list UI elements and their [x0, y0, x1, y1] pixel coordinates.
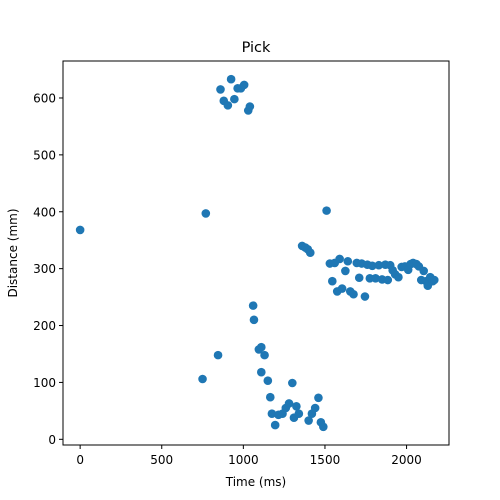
y-tick-label: 400 — [33, 205, 56, 219]
data-point — [248, 301, 258, 310]
y-tick-label: 500 — [33, 148, 56, 162]
data-point — [213, 350, 223, 360]
ticks-layer: 0 500 1000 1500 2000 0 100 200 300 400 500 600 — [33, 91, 422, 467]
data-point — [349, 289, 358, 299]
data-point — [310, 403, 320, 413]
data-point — [265, 392, 275, 402]
data-point — [216, 85, 225, 94]
y-axis-label: Distance (mm) — [6, 208, 20, 297]
data-point — [374, 260, 384, 270]
x-axis-label: Time (ms) — [225, 475, 287, 489]
data-point — [337, 284, 347, 293]
x-tick-label: 2000 — [391, 453, 422, 467]
data-point — [354, 273, 364, 283]
x-tick-label: 1000 — [228, 453, 259, 467]
data-point — [371, 274, 380, 283]
data-point — [288, 378, 297, 388]
data-point — [360, 292, 370, 301]
data-point — [335, 254, 344, 264]
data-point — [367, 261, 377, 271]
data-point — [257, 342, 266, 352]
data-point — [201, 209, 211, 218]
data-point — [383, 275, 393, 285]
data-point — [294, 409, 304, 419]
data-point — [430, 275, 439, 285]
y-tick-label: 200 — [33, 319, 56, 333]
data-point — [319, 422, 328, 432]
plot-frame — [62, 60, 450, 446]
data-point — [75, 225, 85, 235]
data-point — [223, 101, 233, 110]
y-tick-label: 600 — [33, 91, 56, 105]
y-tick-label: 0 — [48, 433, 56, 447]
data-point — [226, 74, 236, 84]
data-point — [314, 393, 323, 403]
data-point — [263, 376, 273, 386]
x-tick-label: 0 — [76, 453, 84, 467]
data-point — [260, 350, 269, 360]
data-point — [343, 256, 353, 266]
points-layer — [75, 74, 439, 432]
data-point — [322, 206, 331, 215]
data-point — [284, 399, 294, 408]
x-tick-label: 1500 — [310, 453, 341, 467]
data-point — [328, 276, 337, 286]
data-point — [305, 248, 315, 258]
x-tick-label: 500 — [150, 453, 173, 467]
chart-title: Pick — [242, 40, 271, 56]
data-point — [249, 315, 259, 325]
data-point — [304, 416, 313, 425]
data-point — [267, 409, 277, 419]
data-point — [239, 80, 249, 90]
data-point — [419, 266, 429, 276]
data-point — [257, 367, 266, 377]
data-point — [245, 102, 255, 111]
data-point — [270, 420, 280, 430]
data-point — [230, 94, 239, 104]
y-tick-label: 100 — [33, 376, 56, 390]
y-tick-label: 300 — [33, 262, 56, 276]
data-point — [394, 272, 403, 282]
data-point — [198, 374, 207, 384]
data-point — [292, 402, 301, 411]
data-point — [341, 266, 350, 276]
